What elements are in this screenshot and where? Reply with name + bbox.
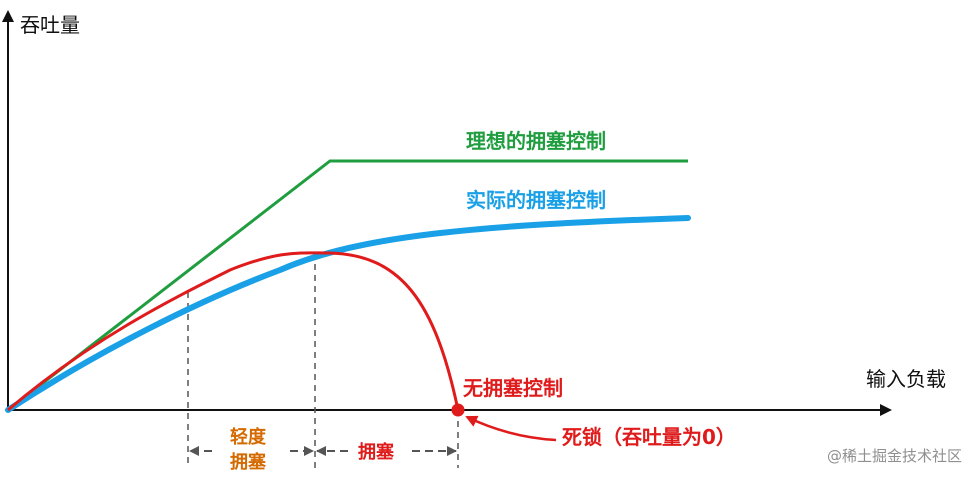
no-control-curve: [7, 251, 460, 412]
actual-curve-label: 实际的拥塞控制: [466, 188, 606, 212]
deadlock-label: 死锁（吞吐量为0）: [562, 425, 736, 449]
no-control-curve-label: 无拥塞控制: [463, 376, 563, 400]
actual-curve: [5, 215, 691, 413]
x-axis-label: 输入负载: [866, 367, 946, 391]
ideal-curve-label: 理想的拥塞控制: [466, 129, 606, 153]
congestion-region-label: 拥塞: [358, 441, 395, 463]
deadlock-point: [451, 403, 465, 417]
y-axis-label: 吞吐量: [20, 13, 80, 37]
deadlock-pointer-arrow: [465, 415, 557, 442]
light-congestion-label-line2: 拥塞: [230, 451, 267, 473]
watermark: @稀土掘金技术社区: [826, 447, 962, 465]
light-congestion-label-line1: 轻度: [230, 426, 267, 448]
ideal-curve: [7, 159, 688, 412]
